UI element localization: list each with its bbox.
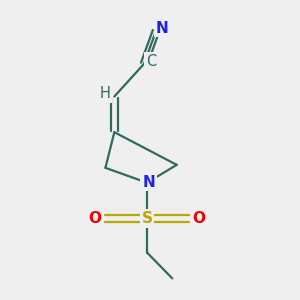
Text: O: O (193, 211, 206, 226)
Text: O: O (88, 211, 101, 226)
Text: N: N (156, 21, 169, 36)
Text: H: H (100, 86, 111, 101)
Text: N: N (142, 175, 155, 190)
Text: C: C (146, 54, 156, 69)
Text: S: S (142, 211, 152, 226)
